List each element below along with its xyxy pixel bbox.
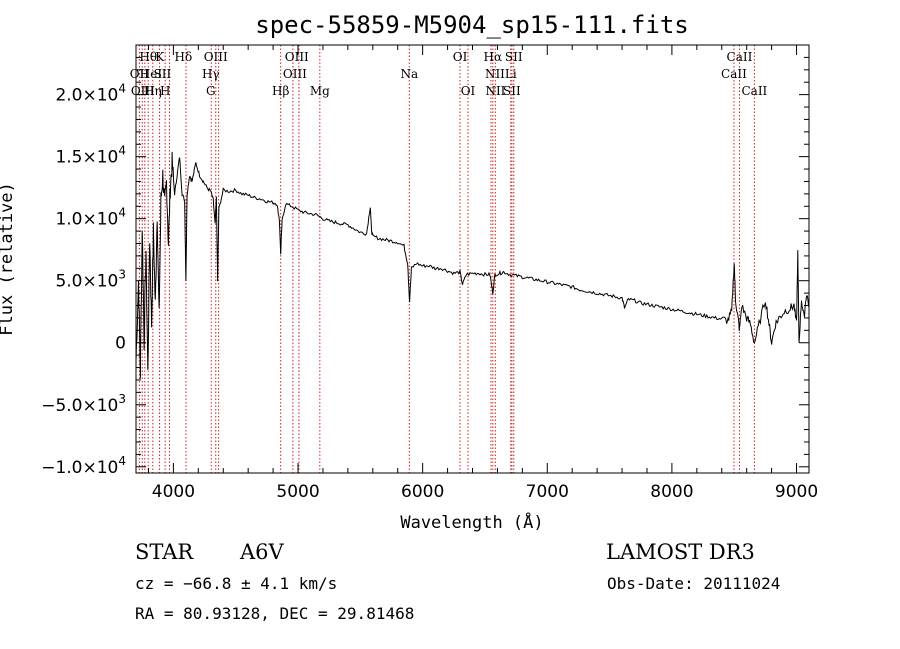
spectral-line-label: Li bbox=[505, 67, 517, 81]
spectral-line-label: OI bbox=[461, 84, 476, 98]
x-tick-label: 8000 bbox=[650, 482, 693, 502]
y-tick-label: 2.0×104 bbox=[55, 82, 126, 106]
spectral-line-label: Hδ bbox=[175, 50, 193, 64]
redshift-readout: cz = −66.8 ± 4.1 km/s bbox=[135, 574, 337, 593]
object-class: STAR bbox=[135, 540, 194, 564]
flux-series bbox=[135, 151, 810, 379]
y-axis-ticks: 2.0×104 1.5×104 1.0×104 5.0×103 0 −5.0×103 −1.… bbox=[41, 56, 809, 478]
spectral-line-label: Hα bbox=[484, 50, 503, 64]
spectral-line-label: SII bbox=[154, 67, 172, 81]
spectral-line-label: OIII bbox=[204, 50, 228, 64]
observation-date: Obs-Date: 20111024 bbox=[607, 574, 780, 593]
spectral-line-label: OIII bbox=[283, 67, 307, 81]
x-tick-label: 6000 bbox=[401, 482, 444, 502]
spectral-line-label: OIII bbox=[285, 50, 309, 64]
spectral-line-label: Hη bbox=[144, 84, 162, 98]
y-tick-label: −5.0×103 bbox=[41, 392, 126, 416]
plot-frame bbox=[135, 44, 810, 474]
y-tick-label: 0 bbox=[115, 334, 126, 354]
spectral-line-label: NII bbox=[485, 84, 505, 98]
spectral-line-label: Mg bbox=[310, 84, 330, 98]
spectral-line-label: SII bbox=[505, 50, 523, 64]
spectral-line-label: Na bbox=[400, 67, 418, 81]
spectral-line-label: SII bbox=[503, 84, 521, 98]
spectral-line-label: CaII bbox=[721, 67, 747, 81]
spectral-line-markers bbox=[138, 45, 755, 473]
spectral-line-label: OI bbox=[453, 50, 468, 64]
x-axis-label: Wavelength (Å) bbox=[400, 511, 543, 533]
spectral-line-label: Hθ bbox=[139, 50, 157, 64]
y-tick-label: 1.5×104 bbox=[55, 144, 126, 168]
y-tick-label: 5.0×103 bbox=[55, 268, 126, 292]
x-tick-label: 4000 bbox=[152, 482, 195, 502]
x-tick-label: 9000 bbox=[775, 482, 818, 502]
flux-line bbox=[135, 151, 810, 379]
object-subclass: A6V bbox=[239, 540, 285, 564]
x-tick-label: 5000 bbox=[276, 482, 319, 502]
x-axis-ticks: 4000 5000 6000 7000 8000 9000 bbox=[147, 45, 818, 502]
spectral-line-label: Hβ bbox=[272, 84, 289, 98]
chart-title: spec-55859-M5904_sp15-111.fits bbox=[255, 11, 688, 39]
spectral-line-label: CaII bbox=[741, 84, 767, 98]
spectral-line-label: HeI bbox=[140, 67, 163, 81]
spectral-line-label: H bbox=[160, 84, 170, 98]
coordinates-readout: RA = 80.93128, DEC = 29.81468 bbox=[135, 604, 414, 623]
spectral-line-label: Hγ bbox=[202, 67, 220, 81]
spectral-line-label: CaII bbox=[727, 50, 753, 64]
spectral-line-label: OII bbox=[130, 67, 150, 81]
spectral-line-label: K bbox=[155, 50, 165, 64]
y-tick-label: −1.0×104 bbox=[41, 454, 126, 478]
survey-name: LAMOST DR3 bbox=[606, 540, 755, 564]
x-tick-label: 7000 bbox=[526, 482, 569, 502]
spectral-line-label: NII bbox=[485, 67, 505, 81]
y-axis-label: Flux (relative) bbox=[0, 182, 17, 336]
spectral-line-label: G bbox=[206, 84, 216, 98]
y-tick-label: 1.0×104 bbox=[55, 206, 126, 230]
